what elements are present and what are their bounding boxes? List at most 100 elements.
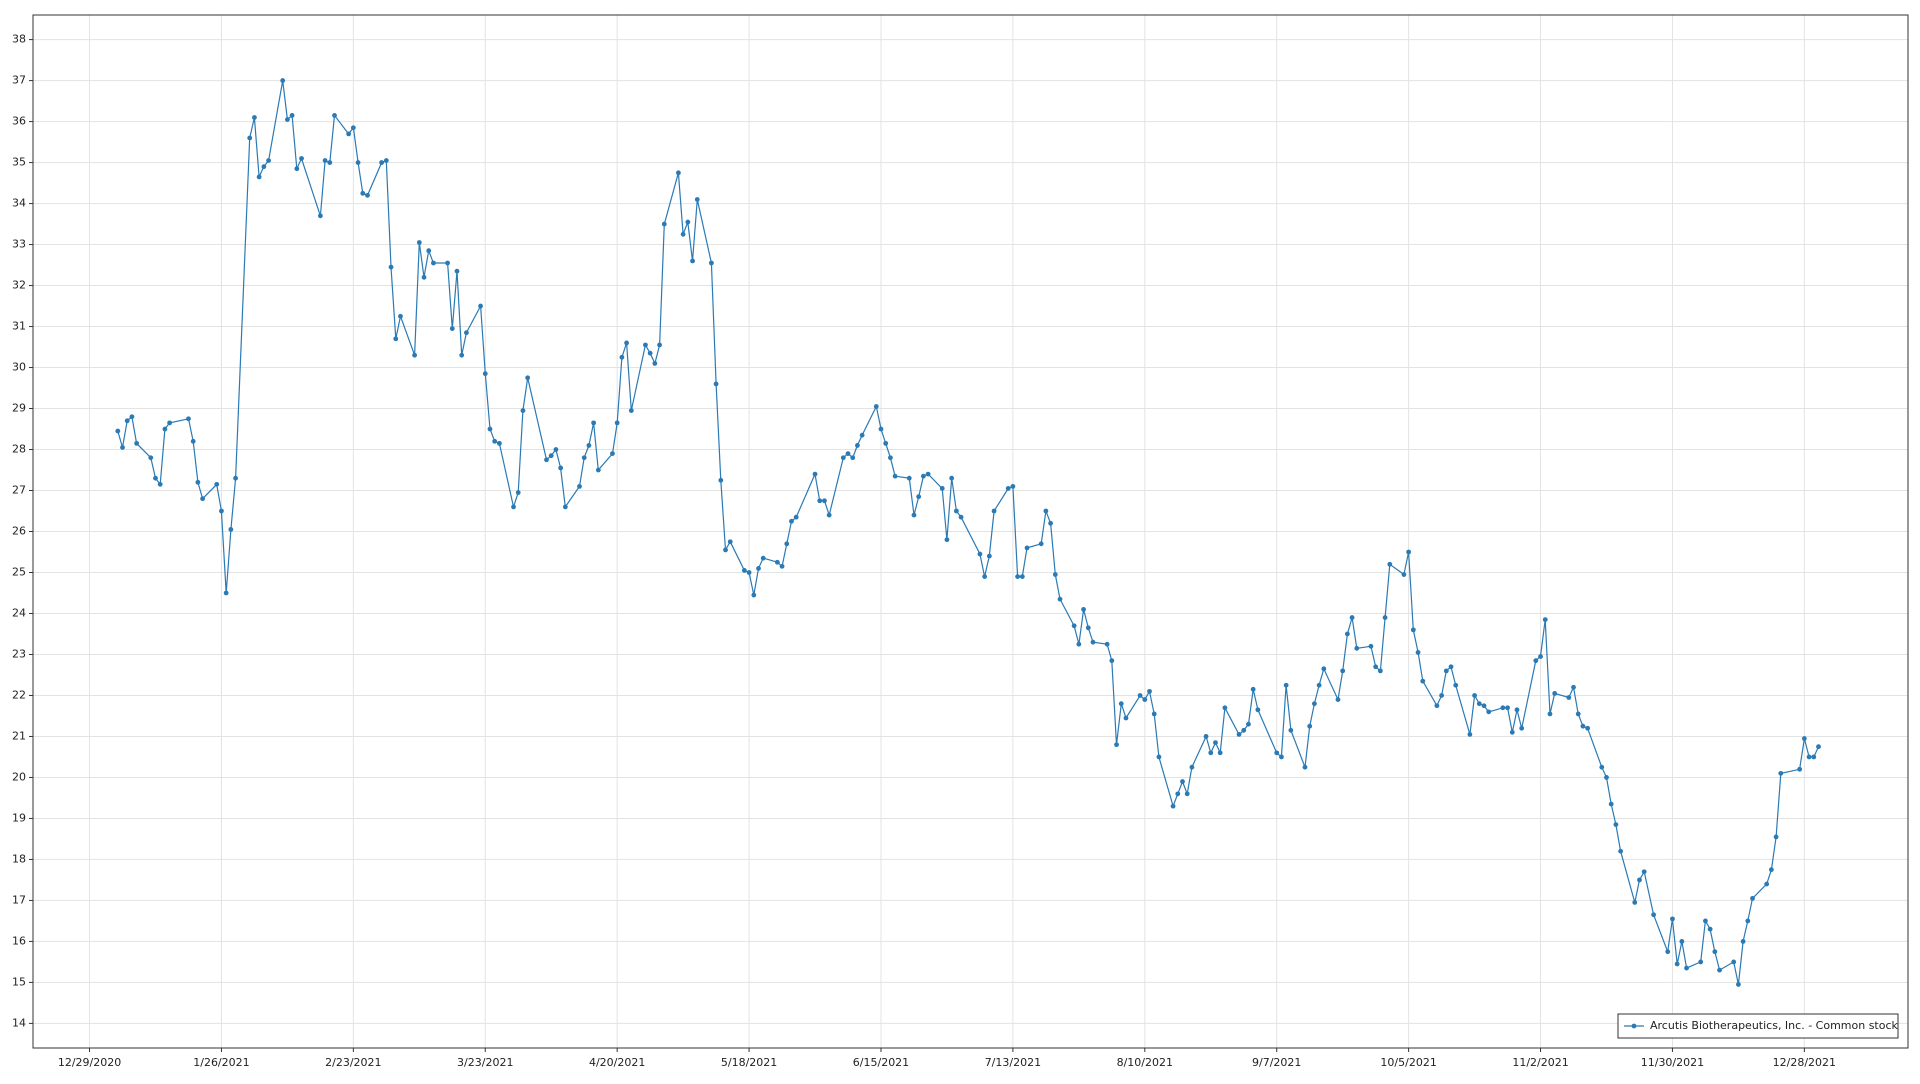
y-tick-label: 38: [12, 33, 26, 46]
data-point: [252, 115, 257, 120]
data-point: [680, 231, 686, 237]
data-point: [1472, 693, 1477, 698]
data-point: [1481, 703, 1487, 709]
data-point: [1486, 709, 1492, 715]
data-point: [350, 125, 356, 131]
data-point: [544, 457, 549, 463]
data-point: [779, 563, 785, 569]
data-point: [388, 264, 394, 270]
data-point: [1467, 732, 1473, 737]
data-point: [1043, 508, 1049, 514]
data-point: [487, 426, 493, 432]
data-point: [986, 553, 992, 559]
data-point: [1189, 764, 1195, 770]
x-tick-label: 9/7/2021: [1252, 1056, 1301, 1069]
data-point: [346, 131, 352, 137]
data-point: [1123, 715, 1129, 721]
data-point: [1274, 750, 1280, 756]
data-point: [812, 471, 818, 477]
data-point: [511, 504, 516, 510]
data-point: [1509, 729, 1515, 735]
data-point: [148, 455, 154, 461]
data-point: [1109, 658, 1115, 664]
data-point: [520, 408, 526, 413]
data-point: [1340, 668, 1346, 674]
y-tick-label: 14: [12, 1016, 26, 1029]
data-point: [595, 467, 601, 473]
data-point: [1175, 791, 1181, 797]
data-point: [398, 313, 403, 319]
data-point: [708, 260, 714, 266]
x-tick-label: 11/2/2021: [1512, 1056, 1568, 1069]
data-point: [1010, 484, 1016, 489]
data-point: [1071, 623, 1077, 629]
data-point: [1217, 750, 1223, 756]
data-point: [1585, 725, 1591, 731]
data-point: [214, 481, 220, 487]
y-tick-label: 22: [12, 688, 26, 701]
data-point: [1147, 688, 1152, 694]
data-point: [845, 451, 851, 457]
y-tick-label: 15: [12, 975, 26, 988]
data-point: [1283, 682, 1289, 688]
y-tick-label: 33: [12, 238, 26, 251]
data-point: [1717, 967, 1722, 973]
data-point: [553, 447, 559, 452]
y-tick-label: 20: [12, 770, 26, 783]
data-point: [124, 418, 130, 424]
x-tick-label: 10/5/2021: [1380, 1056, 1436, 1069]
data-point: [1180, 779, 1185, 784]
data-point: [153, 475, 158, 481]
data-point: [1142, 697, 1148, 702]
data-point: [991, 508, 997, 514]
data-point: [1052, 572, 1058, 577]
data-point: [817, 498, 823, 504]
data-point: [1547, 711, 1553, 717]
data-point: [1354, 645, 1360, 651]
data-point: [1712, 949, 1718, 955]
data-point: [421, 274, 427, 280]
y-tick-label: 34: [12, 197, 26, 210]
data-point: [1533, 658, 1539, 664]
data-point: [1241, 727, 1247, 733]
data-point: [1250, 686, 1256, 692]
data-point: [1024, 545, 1030, 551]
data-point: [1373, 664, 1379, 670]
data-point: [1387, 561, 1393, 567]
data-point: [1542, 617, 1548, 623]
data-point: [610, 451, 615, 457]
data-point: [746, 570, 752, 575]
data-point: [167, 420, 173, 426]
data-point: [1604, 775, 1609, 780]
data-point: [774, 559, 780, 565]
data-point: [643, 342, 648, 348]
data-point: [1740, 939, 1746, 944]
data-point: [727, 539, 733, 545]
data-point: [383, 158, 389, 163]
data-point: [1443, 668, 1449, 674]
data-point: [1580, 723, 1586, 729]
data-point: [694, 197, 700, 202]
data-point: [1679, 939, 1685, 944]
legend-label: Arcutis Biotherapeutics, Inc. - Common s…: [1650, 1019, 1899, 1032]
data-point: [1316, 682, 1322, 688]
data-point: [1406, 549, 1412, 555]
data-point: [1019, 574, 1025, 579]
data-point: [1806, 754, 1812, 760]
x-tick-label: 6/15/2021: [853, 1056, 909, 1069]
data-point: [1566, 695, 1572, 700]
data-point: [1651, 912, 1657, 918]
data-point: [412, 352, 417, 358]
data-point: [741, 568, 747, 573]
data-point: [1246, 721, 1251, 727]
y-tick-label: 35: [12, 156, 26, 169]
data-point: [723, 547, 728, 553]
data-point: [859, 432, 865, 438]
y-tick-label: 18: [12, 852, 26, 865]
data-point: [1048, 520, 1053, 526]
data-point: [200, 496, 205, 502]
data-point: [393, 336, 399, 342]
data-point: [647, 350, 653, 356]
data-point: [280, 78, 286, 83]
